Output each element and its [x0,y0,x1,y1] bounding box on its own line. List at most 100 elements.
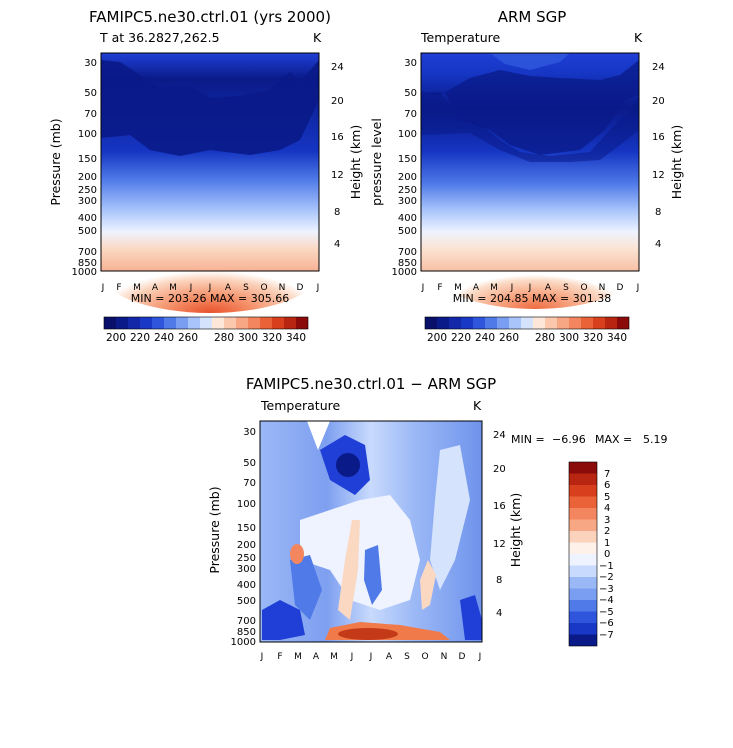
x-tick: A [313,652,320,662]
cb-swatch [140,317,152,329]
panel-obs-subtitle: Temperature [420,30,500,45]
y-tick: 400 [398,213,417,224]
cb-swatch [200,317,212,329]
panel-diff-cold-mid [290,555,322,620]
cb-label: 240 [154,332,174,344]
y-tick: 250 [237,553,256,564]
panel-model-title: FAMIPC5.ne30.ctrl.01 (yrs 2000) [89,8,331,26]
min-value: −6.96 [552,433,586,446]
cb-swatch [437,317,449,329]
cb-swatch [449,317,461,329]
x-tick: O [421,652,428,662]
panel-diff-neutral-region-2 [430,445,470,590]
panel-diff-warm-spot [290,544,304,564]
y-tick: 500 [398,226,417,237]
height-tick: 8 [655,207,661,218]
height-tick: 4 [655,239,661,250]
cb-label: 320 [583,332,603,344]
cb-label: 220 [451,332,471,344]
x-tick: S [243,283,249,293]
cb-swatch [593,317,605,329]
cb-swatch [569,623,597,635]
panel-obs-ylabel-right: Height (km) [669,125,684,199]
panel-model-colorbar: 200 220 240 260 280 300 320 340 [103,316,309,344]
panel-obs-ylabel: pressure level [369,118,384,206]
y-tick: 200 [237,540,256,551]
panel-model-plot-frame [100,52,320,272]
x-tick: J [369,652,373,662]
y-tick: 700 [398,247,417,258]
y-tick: 850 [398,258,417,269]
max-value: 5.19 [643,433,668,446]
x-tick: A [545,283,552,293]
cb-label: 200 [427,332,447,344]
panel-model-minmax: MIN = 203.26 MAX = 305.66 [131,292,289,305]
panel-diff-warm-column-2 [420,560,436,610]
panel-diff-minmax: MIN = −6.96 MAX = 5.19 [511,433,668,446]
panel-diff-colorbar: 7 6 5 4 3 2 1 0 −1 −2 −3 −4 −5 −6 −7 [568,461,614,647]
cb-swatch [485,317,497,329]
height-tick: 16 [652,132,665,143]
panel-diff-warm-core [338,628,398,640]
cb-label: −7 [599,630,614,641]
x-tick: J [478,652,482,662]
height-tick: 16 [331,132,344,143]
panel-diff-cold-core [336,453,360,477]
y-tick: 700 [78,247,97,258]
cb-swatch [260,317,272,329]
panel-diff-neutral-region [300,495,420,610]
cb-label: −3 [599,584,614,595]
cb-label: −4 [599,595,614,606]
cb-swatch [284,317,296,329]
panel-model-y-ticks: 30 50 70 100 150 200 250 300 400 500 700… [72,58,97,278]
cb-swatch [116,317,128,329]
cb-swatch [569,600,597,612]
cb-label: 7 [604,469,610,480]
panel-obs: ARM SGP Temperature K 30 50 70 100 150 2… [369,8,684,344]
cb-swatch [425,317,437,329]
y-tick: 850 [78,258,97,269]
panel-diff-title: FAMIPC5.ne30.ctrl.01 − ARM SGP [246,375,496,393]
panel-model-units: K [313,30,322,45]
y-tick: 30 [84,58,97,69]
x-tick: M [294,652,302,662]
cb-swatch [236,317,248,329]
x-tick: J [189,283,193,293]
cb-swatch [569,531,597,543]
panel-diff-plot-frame [259,420,483,643]
panel-obs-minmax: MIN = 204.85 MAX = 301.38 [453,292,611,305]
cb-frame [568,461,598,647]
x-tick: D [297,283,304,293]
min-label: MIN = [511,433,545,446]
x-tick: M [490,283,498,293]
height-tick: 8 [334,207,340,218]
x-tick: A [473,283,480,293]
cb-label: 2 [604,526,610,537]
cb-label: 6 [604,480,610,491]
cb-swatch [176,317,188,329]
panel-obs-colorbar: 200 220 240 260 280 300 320 340 [424,316,630,344]
panel-model-ylabel-right: Height (km) [348,125,363,199]
x-tick: F [277,652,282,662]
cb-swatch [569,519,597,531]
cb-swatch [569,611,597,623]
y-tick: 250 [78,185,97,196]
cb-swatch [569,565,597,577]
x-tick: J [316,283,320,293]
x-tick: S [404,652,410,662]
x-tick: A [225,283,232,293]
y-tick: 50 [243,458,256,469]
panel-obs-y-ticks: 30 50 70 100 150 200 250 300 400 500 700… [392,58,417,278]
x-tick: J [260,652,264,662]
x-tick: N [441,652,448,662]
panel-diff-subtitle: Temperature [260,398,340,413]
x-tick: A [386,652,393,662]
y-tick: 300 [398,196,417,207]
y-tick: 150 [78,154,97,165]
cb-swatch [569,485,597,497]
cb-label: 4 [604,503,610,514]
panel-obs-plot-frame [420,52,640,272]
y-tick: 30 [243,427,256,438]
cb-swatch [545,317,557,329]
cb-swatch [224,317,236,329]
